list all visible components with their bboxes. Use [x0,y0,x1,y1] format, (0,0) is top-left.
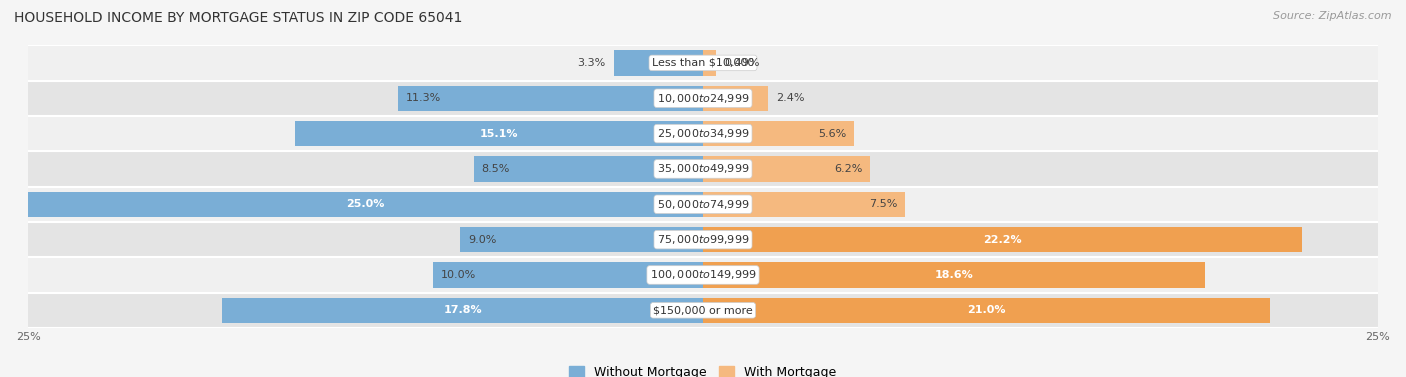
Bar [703,156,870,182]
Text: 0.49%: 0.49% [724,58,759,68]
Text: 17.8%: 17.8% [443,305,482,315]
Text: 11.3%: 11.3% [406,93,441,103]
Bar [28,192,703,217]
Bar [28,45,1378,81]
Bar [703,192,905,217]
Text: 18.6%: 18.6% [935,270,973,280]
Text: $10,000 to $24,999: $10,000 to $24,999 [657,92,749,105]
Text: 6.2%: 6.2% [834,164,862,174]
Bar [703,297,1270,323]
Text: 3.3%: 3.3% [578,58,606,68]
Bar [614,50,703,76]
Bar [28,151,1378,187]
Text: 21.0%: 21.0% [967,305,1005,315]
Bar [703,86,768,111]
Bar [28,187,1378,222]
Bar [295,121,703,146]
Text: 25.0%: 25.0% [346,199,385,209]
Bar [433,262,703,288]
Bar [28,222,1378,257]
Text: 10.0%: 10.0% [441,270,477,280]
Text: 7.5%: 7.5% [869,199,897,209]
Legend: Without Mortgage, With Mortgage: Without Mortgage, With Mortgage [564,361,842,377]
Bar [28,81,1378,116]
Text: $50,000 to $74,999: $50,000 to $74,999 [657,198,749,211]
Bar [703,262,1205,288]
Text: 8.5%: 8.5% [482,164,510,174]
Bar [703,121,855,146]
Text: Less than $10,000: Less than $10,000 [652,58,754,68]
Text: Source: ZipAtlas.com: Source: ZipAtlas.com [1274,11,1392,21]
Text: $100,000 to $149,999: $100,000 to $149,999 [650,268,756,282]
Text: $75,000 to $99,999: $75,000 to $99,999 [657,233,749,246]
Text: $35,000 to $49,999: $35,000 to $49,999 [657,162,749,175]
Text: 5.6%: 5.6% [818,129,846,139]
Bar [703,227,1302,252]
Bar [28,257,1378,293]
Bar [28,293,1378,328]
Bar [398,86,703,111]
Bar [460,227,703,252]
Bar [222,297,703,323]
Text: 2.4%: 2.4% [776,93,804,103]
Bar [474,156,703,182]
Bar [703,50,716,76]
Text: $25,000 to $34,999: $25,000 to $34,999 [657,127,749,140]
Bar [28,116,1378,151]
Text: 15.1%: 15.1% [479,129,519,139]
Text: 22.2%: 22.2% [983,234,1022,245]
Text: 9.0%: 9.0% [468,234,496,245]
Text: HOUSEHOLD INCOME BY MORTGAGE STATUS IN ZIP CODE 65041: HOUSEHOLD INCOME BY MORTGAGE STATUS IN Z… [14,11,463,25]
Text: $150,000 or more: $150,000 or more [654,305,752,315]
